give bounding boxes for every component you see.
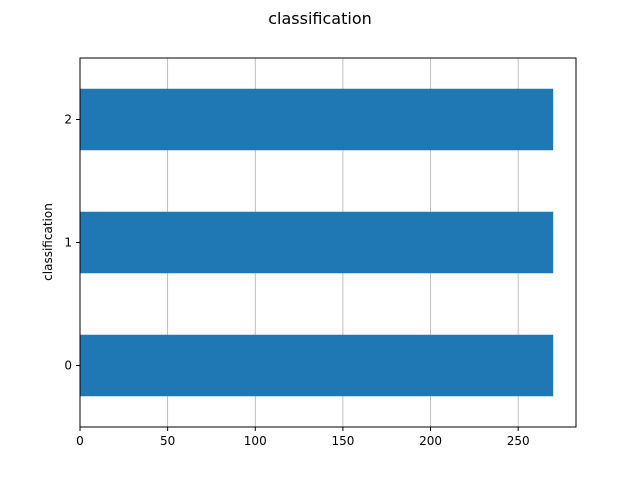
bar-0	[80, 334, 554, 397]
bar-1	[80, 211, 554, 274]
x-axis: 0 50 100 150 200 250	[76, 427, 530, 448]
chart-title: classification	[268, 9, 372, 28]
y-tick-label: 2	[64, 113, 72, 127]
x-tick-label: 250	[507, 434, 530, 448]
bars	[80, 88, 554, 397]
y-axis: 0 1 2	[64, 113, 80, 373]
x-tick-label: 150	[331, 434, 354, 448]
x-tick-label: 50	[160, 434, 175, 448]
y-tick-label: 1	[64, 236, 72, 250]
x-tick-label: 100	[244, 434, 267, 448]
x-tick-label: 0	[76, 434, 84, 448]
y-axis-label: classification	[41, 203, 55, 281]
y-tick-label: 0	[64, 359, 72, 373]
x-tick-label: 200	[419, 434, 442, 448]
bar-2	[80, 88, 554, 151]
